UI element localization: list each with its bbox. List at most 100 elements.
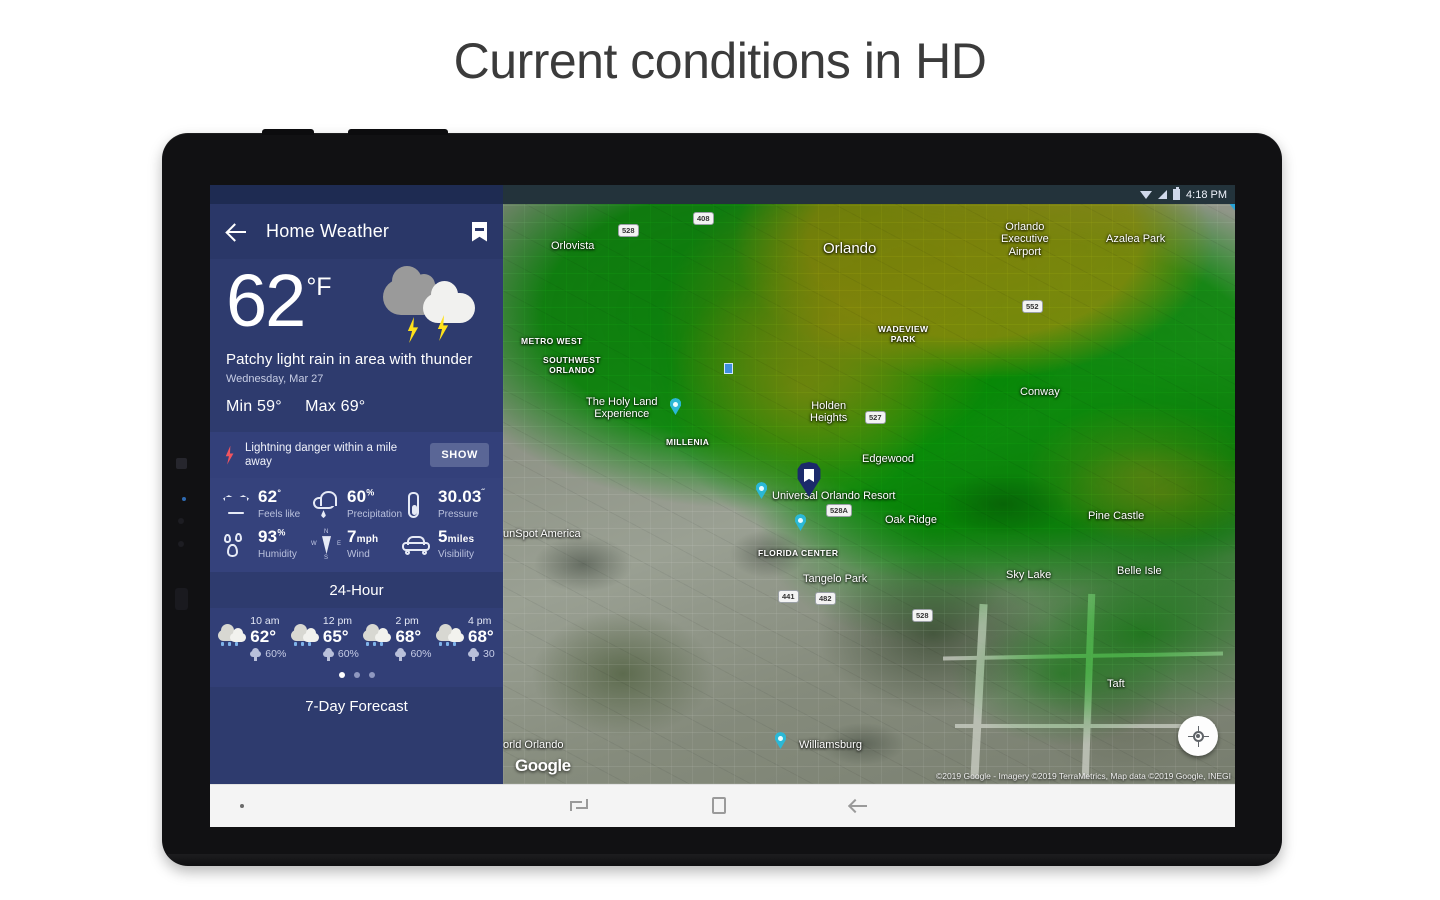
- map-shield-route-527: 527: [865, 411, 886, 424]
- status-bar-clock: 4:18 PM: [1186, 188, 1227, 201]
- min-temperature: Min 59°: [226, 398, 282, 416]
- map-label-azalea-park: Azalea Park: [1106, 233, 1166, 245]
- metric-precipitation[interactable]: 60% Precipitation: [311, 487, 403, 520]
- weather-panel: Home Weather 62 °F Patchy light rain in …: [210, 204, 503, 784]
- map-shield-route-482: 482: [815, 592, 836, 605]
- metric-value: 30.03: [438, 487, 482, 507]
- poi-funspot[interactable]: [794, 514, 807, 531]
- dot-icon: [240, 804, 244, 808]
- current-temperature: 62: [226, 259, 306, 342]
- metric-visibility[interactable]: 5miles Visibility: [402, 527, 491, 560]
- google-logo: Google: [515, 756, 571, 775]
- device-side-speaker: [175, 588, 188, 610]
- map-cursor-icon: [1228, 204, 1235, 213]
- rain-cloud-icon: [311, 488, 339, 520]
- tablet-device: 4:18 PM Home Weather 62 °F: [162, 129, 1282, 866]
- show-button[interactable]: SHOW: [430, 443, 489, 468]
- map-label-world-orlando: orld Orlando: [503, 739, 564, 751]
- page-dot[interactable]: [368, 671, 375, 678]
- metric-unit: mph: [356, 534, 379, 546]
- metrics-grid: 62° Feels like 60% Precipitation: [210, 478, 503, 573]
- page-dot[interactable]: [338, 671, 345, 678]
- metric-sup: ˝: [481, 487, 485, 498]
- battery-icon: [1173, 187, 1181, 200]
- page-dot[interactable]: [353, 671, 360, 678]
- device-side-dot-2: [178, 541, 184, 547]
- car-icon: [402, 528, 431, 560]
- condition-description: Patchy light rain in area with thunder: [226, 351, 473, 369]
- map-blue-marker[interactable]: [724, 363, 733, 374]
- map-label-williamsburg: Williamsburg: [799, 739, 862, 751]
- map-label-conway: Conway: [1020, 386, 1060, 398]
- poi-world-orlando[interactable]: [774, 732, 787, 749]
- metric-feels-like[interactable]: 62° Feels like: [222, 487, 311, 520]
- hourly-temp: 62°: [250, 627, 276, 647]
- metric-unit: miles: [447, 534, 475, 546]
- rain-cloud-icon: [290, 624, 319, 648]
- hourly-section-header[interactable]: 24-Hour: [210, 572, 503, 609]
- hourly-temp: 68°: [468, 627, 494, 647]
- hourly-temp: 65°: [322, 627, 349, 647]
- back-arrow-icon[interactable]: [846, 793, 872, 819]
- metric-pressure[interactable]: 30.03˝ Pressure: [402, 487, 491, 520]
- map-label-edgewood: Edgewood: [862, 453, 914, 465]
- metric-sup: °: [277, 487, 282, 498]
- radar-map[interactable]: Orlovista Orlando Orlando Executive Airport A…: [503, 204, 1235, 784]
- metric-label: Precipitation: [346, 508, 403, 520]
- back-arrow-icon[interactable]: [226, 221, 248, 243]
- wifi-icon: [1140, 190, 1153, 199]
- metric-label: Wind: [346, 548, 370, 560]
- radar-yellow-layer: [503, 204, 1235, 784]
- hourly-precip: 30: [468, 647, 495, 661]
- android-nav-bar: [210, 784, 1235, 827]
- metric-humidity[interactable]: 93% Humidity: [222, 527, 311, 560]
- map-label-holy-land-experience: The Holy Land Experience: [586, 396, 658, 421]
- metric-value: 7: [346, 527, 357, 547]
- recents-icon[interactable]: [566, 793, 592, 819]
- hourly-item[interactable]: 12 pm 65° 60%: [290, 616, 359, 661]
- condition-date: Wednesday, Mar 27: [226, 373, 324, 386]
- metric-label: Pressure: [438, 508, 479, 520]
- hourly-forecast-strip[interactable]: 10 am 62° 60% 12 pm: [210, 608, 503, 664]
- alert-text: Lightning danger within a mile away: [245, 441, 398, 469]
- tablet-screen: 4:18 PM Home Weather 62 °F: [210, 185, 1235, 827]
- bookmark-icon[interactable]: [472, 222, 487, 242]
- metric-label: Feels like: [258, 508, 301, 520]
- water-drops-icon: [222, 528, 250, 560]
- metric-label: Visibility: [438, 548, 474, 560]
- hourly-time: 4 pm: [468, 615, 492, 628]
- precip-drop-icon: [395, 647, 407, 661]
- device-top-button-b: [348, 129, 448, 135]
- rain-cloud-icon: [436, 624, 465, 648]
- map-label-wadeview-park: WADEVIEW PARK: [878, 324, 929, 344]
- hourly-item[interactable]: 2 pm 68° 60%: [363, 615, 431, 661]
- lightning-alert-banner[interactable]: Lightning danger within a mile away SHOW: [210, 432, 503, 479]
- hourly-precip-value: 30: [483, 647, 495, 660]
- metric-value: 5: [438, 527, 448, 547]
- device-side-indicator: [182, 497, 186, 501]
- poi-universal[interactable]: [755, 482, 768, 499]
- page-title: Current conditions in HD: [453, 33, 987, 89]
- map-label-millenia: MILLENIA: [666, 437, 710, 447]
- home-square-icon[interactable]: [706, 793, 732, 819]
- hourly-page-dots[interactable]: [210, 663, 503, 687]
- hourly-item[interactable]: 4 pm 68° 30: [436, 615, 495, 661]
- hourly-precip: 60%: [395, 647, 431, 661]
- hourly-item[interactable]: 10 am 62° 60%: [218, 615, 286, 661]
- seven-day-forecast-button[interactable]: 7-Day Forecast: [210, 686, 503, 727]
- hourly-temp: 68°: [395, 627, 422, 647]
- min-max-temperature: Min 59° Max 69°: [226, 398, 487, 416]
- current-conditions: 62 °F Patchy light rain in area with thu…: [210, 259, 503, 416]
- rain-cloud-icon: [363, 624, 392, 648]
- thermometer-icon: [402, 488, 430, 520]
- hourly-time: 2 pm: [395, 615, 419, 628]
- hourly-time: 10 am: [250, 615, 280, 628]
- poi-holy-land[interactable]: [669, 398, 682, 415]
- map-label-florida-center: FLORIDA CENTER: [758, 548, 839, 558]
- map-shield-route-408: 408: [693, 212, 714, 225]
- home-location-pin[interactable]: [796, 462, 822, 497]
- map-label-funspot-america: unSpot America: [503, 528, 581, 540]
- my-location-icon[interactable]: [1178, 716, 1218, 756]
